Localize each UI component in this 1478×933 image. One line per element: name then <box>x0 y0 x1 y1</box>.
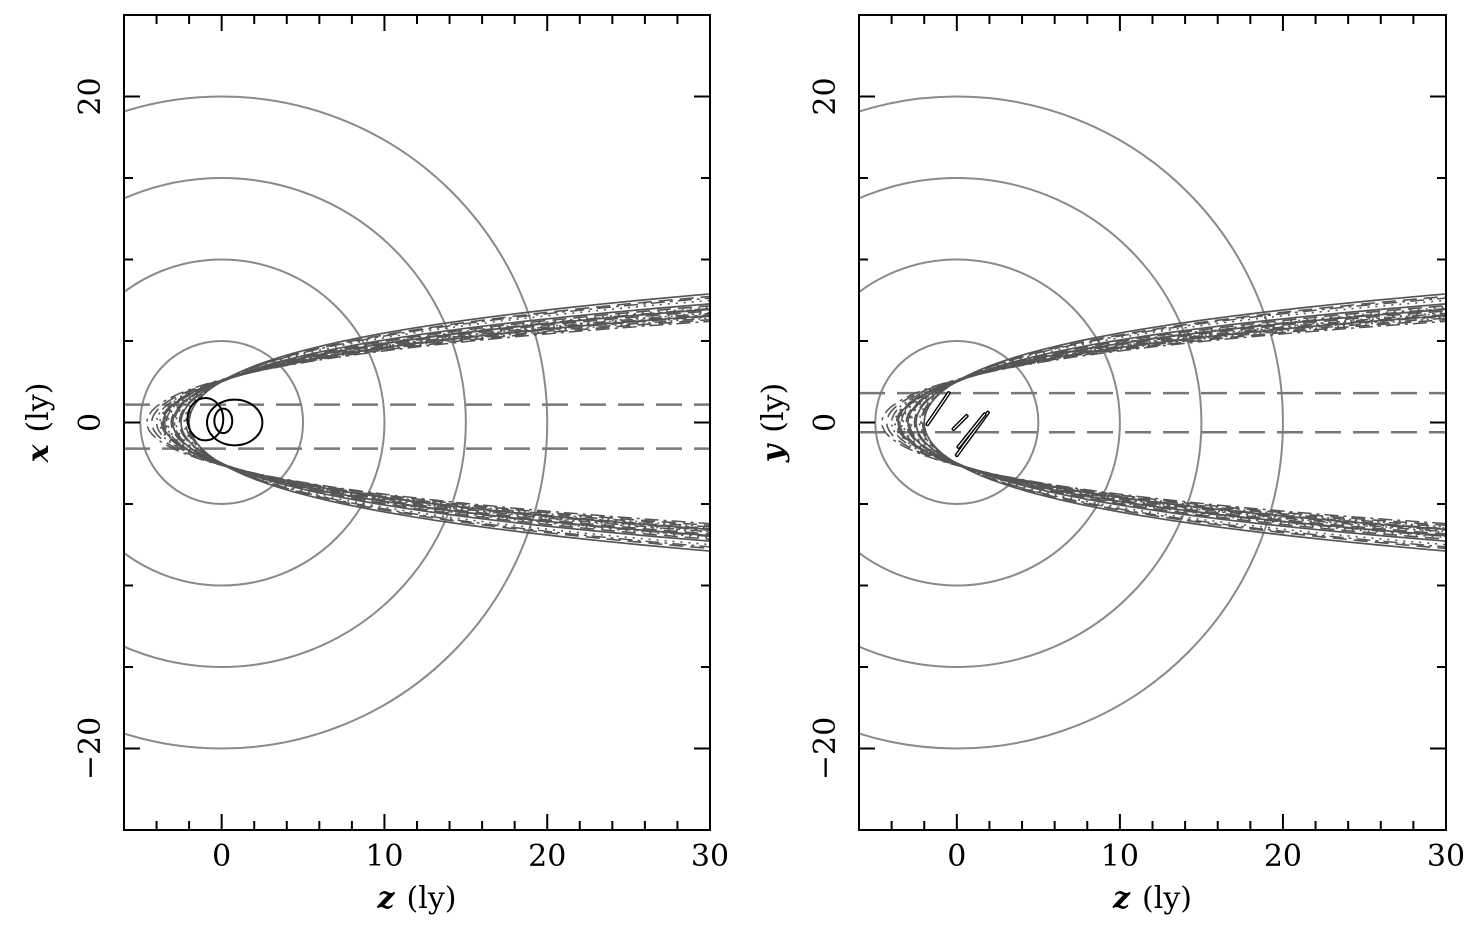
y-tick-label: 0 <box>73 413 108 432</box>
boundary-curve-dashdot <box>881 320 1446 525</box>
distance-circle-r5 <box>139 340 305 505</box>
boundary-curve-dashed <box>160 315 710 530</box>
axes-frame <box>123 14 711 831</box>
x-tick-label: 0 <box>212 839 231 874</box>
distance-circle-r10 <box>124 258 386 587</box>
y-axis-title: y (ly) <box>756 383 791 463</box>
boundary-curve-dotted <box>902 311 1446 534</box>
x-axis-unit: (ly) <box>1142 881 1192 916</box>
boundary-curve-dashdot <box>163 314 710 531</box>
x-tick-label: 10 <box>1101 839 1139 874</box>
boundary-curve-solid <box>897 314 1446 531</box>
x-tick-label: 0 <box>947 839 966 874</box>
distance-circle-r5 <box>874 340 1040 505</box>
x-tick-label: 10 <box>365 839 403 874</box>
x-tick-label: 20 <box>1264 839 1302 874</box>
orbit-track-inner <box>952 415 968 430</box>
boundary-curve-dashdotdot <box>900 312 1446 533</box>
y-axis-variable: x <box>21 443 56 463</box>
boundary-curve-solid <box>171 308 710 537</box>
y-tick-label: −20 <box>808 717 843 780</box>
boundary-curve-dashed <box>170 310 710 535</box>
axes-frame <box>858 14 1447 831</box>
boundary-curve-dotted <box>910 306 1446 539</box>
plot-area <box>124 95 710 750</box>
boundary-curve-dashdot <box>920 297 1446 548</box>
boundary-curve-dashdot <box>908 307 1446 538</box>
y-axis-variable: y <box>756 442 791 463</box>
x-axis-title: z (ly) <box>377 881 457 916</box>
y-tick-label: −20 <box>73 717 108 780</box>
boundary-curve-solid <box>188 293 710 552</box>
distance-circle-r20 <box>859 95 1284 750</box>
orbit-ellipse <box>213 407 234 435</box>
distance-circle-r15 <box>859 177 1203 668</box>
boundary-curve-solid <box>923 293 1446 552</box>
x-axis-variable: z <box>1112 881 1131 916</box>
x-axis-title: z (ly) <box>1112 881 1192 916</box>
boundary-curve-solid <box>162 314 710 531</box>
distance-circle-r10 <box>859 258 1121 587</box>
boundary-curve-solid <box>915 303 1446 542</box>
y-tick-label: 0 <box>808 413 843 432</box>
boundary-curve-dashed <box>921 295 1446 550</box>
orbit-track-inner <box>926 392 950 425</box>
x-tick-label: 20 <box>528 839 566 874</box>
x-axis-unit: (ly) <box>407 881 457 916</box>
boundary-curve-dashed <box>905 310 1446 535</box>
orbit-ellipse <box>186 397 225 442</box>
y-axis-unit: (ly) <box>21 383 56 433</box>
boundary-curve-solid <box>180 303 710 542</box>
y-axis-unit: (ly) <box>756 383 791 433</box>
orbit-ellipse <box>206 398 264 447</box>
distance-circle-r20 <box>124 95 549 750</box>
x-tick-label: 30 <box>1427 839 1465 874</box>
boundary-curve-dashed <box>895 315 1446 530</box>
orbit-track-inner <box>957 413 986 448</box>
right-panel: 0 10 20 30 −20 0 20 z (ly) y (ly) <box>756 14 1465 916</box>
x-axis-variable: z <box>377 881 396 916</box>
x-tick-label: 30 <box>691 839 729 874</box>
boundary-curve-dashdot <box>173 307 710 538</box>
plot-area <box>859 95 1446 750</box>
boundary-curve-dashdot <box>899 314 1446 531</box>
y-tick-label: 20 <box>73 77 108 115</box>
boundary-curve-dotted <box>918 299 1446 546</box>
boundary-curve-solid <box>907 308 1446 537</box>
y-tick-label: 20 <box>808 77 843 115</box>
y-axis-title: x (ly) <box>21 383 56 464</box>
distance-circle-r15 <box>124 177 467 668</box>
boundary-curve-dashed <box>913 305 1446 540</box>
